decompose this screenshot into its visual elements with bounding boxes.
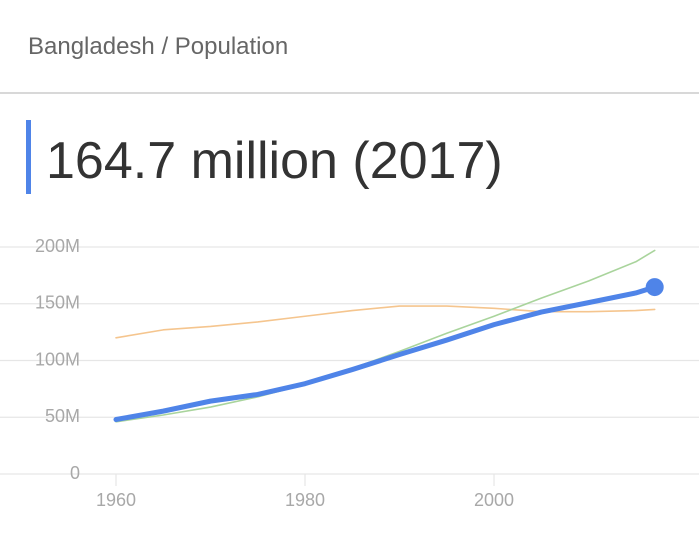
y-tick-label: 150M (35, 293, 80, 313)
x-tick-label: 1960 (96, 490, 136, 510)
y-tick-label: 100M (35, 349, 80, 369)
x-tick-label: 2000 (474, 490, 514, 510)
series-line (115, 305, 656, 339)
end-point (645, 278, 664, 297)
y-tick-label: 200M (35, 236, 80, 256)
chart-title: Bangladesh / Population (28, 33, 288, 60)
series-line (115, 249, 656, 423)
y-tick-label: 0 (70, 463, 80, 483)
y-tick-label: 50M (45, 406, 80, 426)
series-line (113, 284, 658, 423)
x-tick-label: 1980 (285, 490, 325, 510)
headline: 164.7 million (2017) (46, 132, 503, 190)
accent-bar (26, 120, 31, 194)
